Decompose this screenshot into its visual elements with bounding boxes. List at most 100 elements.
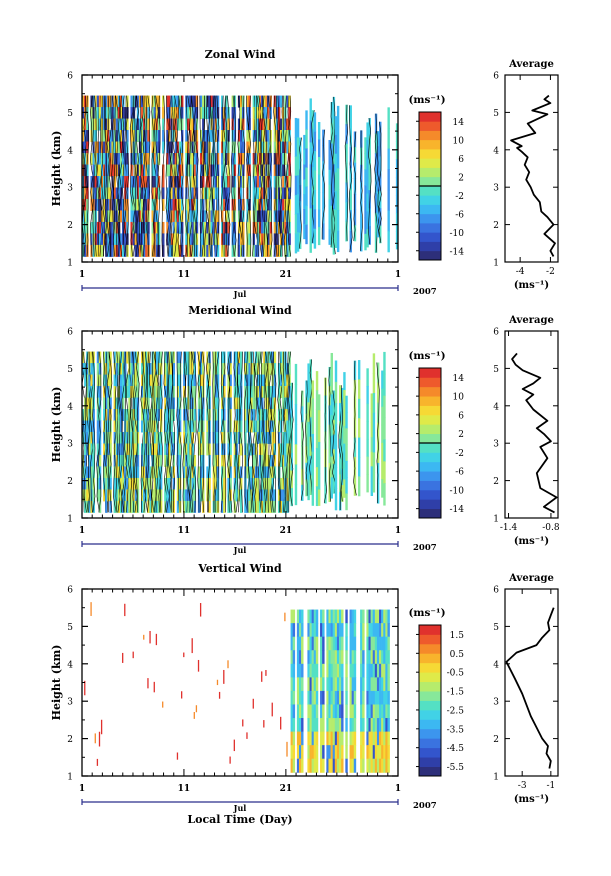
panel-title: Vertical Wind [197,562,282,575]
colorbar-level [419,405,441,416]
colorbar-level [419,424,441,435]
panel-title: Meridional Wind [188,304,292,317]
y-tick-label: 6 [67,586,73,596]
colorbar-level [419,747,441,758]
colorbar-label: -1.5 [447,688,465,698]
colorbar-level [419,167,441,178]
profile-y-tick-label: 6 [493,328,499,338]
colorbar-level [419,186,441,196]
colorbar-level [419,691,441,701]
x-tick-label: 21 [280,270,293,280]
colorbar-label: 10 [453,393,465,403]
colorbar-unit: (ms⁻¹) [408,350,445,362]
profile-frame [504,588,559,777]
colorbar-label: -3.5 [447,725,465,735]
colorbar-label: -6 [455,468,464,478]
colorbar-level [419,471,441,481]
y-tick-label: 5 [67,623,73,633]
colorbar-label: 6 [458,411,464,421]
y-tick-label: 6 [67,72,73,82]
colorbar-level [419,643,441,654]
colorbar-level [419,662,441,673]
colorbar-label: 14 [453,374,465,384]
colorbar-level [419,719,441,730]
y-axis-label: Height (km) [50,131,63,207]
profile-frame [504,330,559,519]
colorbar-label: 2 [458,430,464,440]
y-tick-label: 2 [67,221,73,231]
colorbar-level [419,499,441,510]
colorbar-level [419,213,441,224]
colorbar-level [419,223,441,233]
colorbar-label: -0.5 [447,669,465,679]
colorbar-label: -10 [450,486,465,496]
profile-x-tick-label: -2 [546,267,555,277]
colorbar-level [419,232,441,242]
colorbar-label: -2 [455,449,464,459]
colorbar-level [419,766,441,777]
profile-y-tick-label: 3 [493,440,499,450]
x-tick-label: 1 [79,784,85,794]
colorbar-label: -2.5 [447,706,465,716]
colorbar-label: -6 [455,210,464,220]
colorbar-level [419,709,441,720]
y-tick-label: 5 [67,109,73,119]
colorbar-level [419,452,441,463]
colorbar-level [419,738,441,749]
profile-x-tick-label: -1.4 [500,523,518,533]
colorbar-level [419,489,441,500]
y-tick-label: 4 [67,660,73,670]
colorbar-level [419,653,441,664]
profile-y-tick-label: 4 [493,660,499,670]
profile-x-tick-label: -0.8 [542,523,560,533]
colorbar-level [419,377,441,388]
x-tick-label: 1 [79,526,85,536]
year-label: 2007 [413,543,437,553]
colorbar-level [419,241,441,252]
profile-y-tick-label: 2 [493,477,499,487]
x-tick-label: 11 [178,784,191,794]
average-profile: Average 1 2 3 4 5 6 -4 -2 (ms⁻¹) [493,59,559,291]
y-tick-label: 2 [67,477,73,487]
colorbar-level [419,386,441,397]
y-axis-label: Height (km) [50,387,63,463]
colorbar-level [419,461,441,472]
profile-title: Average [508,573,554,584]
y-tick-label: 4 [67,146,73,156]
colorbar-label: 14 [453,118,465,128]
colorbar-label: -10 [450,229,465,239]
profile-line [505,607,555,769]
x-tick-label: 21 [280,526,293,536]
profile-y-tick-label: 2 [493,221,499,231]
profile-x-label: (ms⁻¹) [514,280,549,291]
colorbar-level [419,728,441,739]
colorbar-unit: (ms⁻¹) [408,607,445,619]
profile-line [511,352,558,514]
colorbar-level [419,149,441,159]
colorbar-level [419,121,441,131]
y-tick-label: 3 [67,440,73,450]
heatmap-cells [84,602,390,773]
profile-y-tick-label: 5 [493,109,499,119]
colorbar-label: 1.5 [450,631,465,641]
colorbar-level [419,414,441,425]
profile-y-tick-label: 1 [493,515,499,525]
colorbar-level [419,634,441,645]
y-tick-label: 2 [67,735,73,745]
colorbar-label: -4.5 [447,744,465,754]
colorbar-level [419,396,441,406]
profile-y-tick-label: 4 [493,146,499,156]
y-tick-label: 1 [67,515,73,525]
heatmap-cells [82,351,386,513]
profile-title: Average [508,315,554,326]
average-profile: Average 1 2 3 4 5 6 -1.4 -0.8 (ms⁻¹) [493,315,560,547]
x-tick-label: 1 [395,526,401,536]
panel-title: Zonal Wind [205,48,276,61]
colorbar-label: 10 [453,136,465,146]
colorbar-label: 6 [458,155,464,165]
colorbar-level [419,625,441,635]
average-profile: Average 1 2 3 4 5 6 -3 -1 (ms⁻¹) [493,573,559,805]
